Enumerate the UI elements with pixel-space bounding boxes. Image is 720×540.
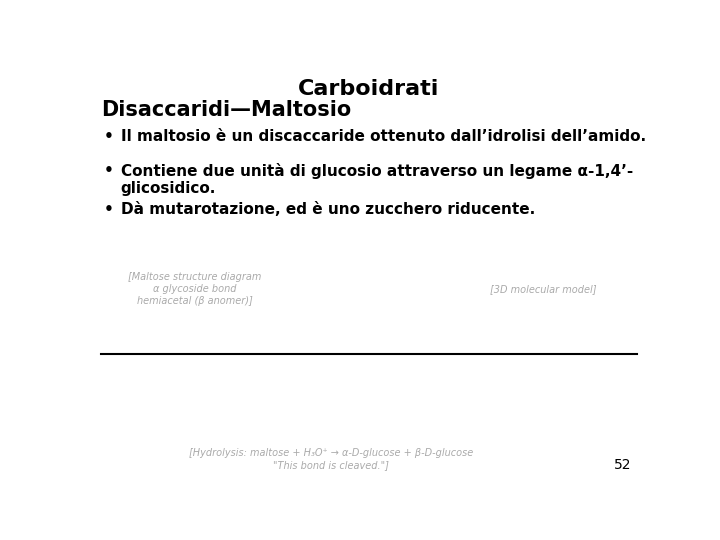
Text: •: • [104, 202, 114, 217]
Text: Disaccaridi—Maltosio: Disaccaridi—Maltosio [101, 100, 351, 120]
Text: •: • [104, 129, 114, 144]
Text: Carboidrati: Carboidrati [298, 79, 440, 99]
Text: •: • [104, 163, 114, 178]
Text: [Maltose structure diagram
α glycoside bond
hemiacetal (β anomer)]: [Maltose structure diagram α glycoside b… [127, 272, 261, 306]
Text: Contiene due unità di glucosio attraverso un legame α-1,4’-
glicosidico.: Contiene due unità di glucosio attravers… [121, 163, 633, 196]
Text: Dà mutarotazione, ed è uno zucchero riducente.: Dà mutarotazione, ed è uno zucchero ridu… [121, 202, 535, 217]
Text: Il maltosio è un discaccaride ottenuto dall’idrolisi dell’amido.: Il maltosio è un discaccaride ottenuto d… [121, 129, 646, 144]
Text: [Hydrolysis: maltose + H₃O⁺ → α-D-glucose + β-D-glucose
"This bond is cleaved."]: [Hydrolysis: maltose + H₃O⁺ → α-D-glucos… [189, 448, 473, 470]
Text: [3D molecular model]: [3D molecular model] [490, 284, 597, 294]
Text: 52: 52 [613, 458, 631, 472]
